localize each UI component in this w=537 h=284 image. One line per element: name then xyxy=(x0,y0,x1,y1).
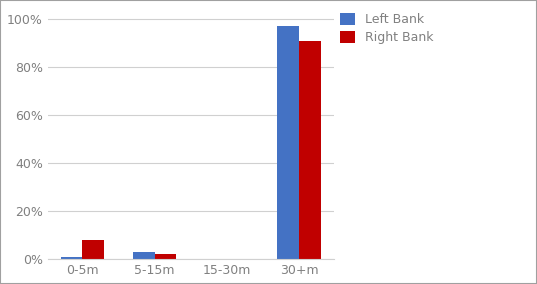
Bar xyxy=(155,254,176,259)
Bar xyxy=(299,41,321,259)
Bar xyxy=(133,252,155,259)
Bar xyxy=(277,26,299,259)
Bar xyxy=(82,240,104,259)
Bar xyxy=(61,257,82,259)
Legend: Left Bank, Right Bank: Left Bank, Right Bank xyxy=(340,13,433,44)
